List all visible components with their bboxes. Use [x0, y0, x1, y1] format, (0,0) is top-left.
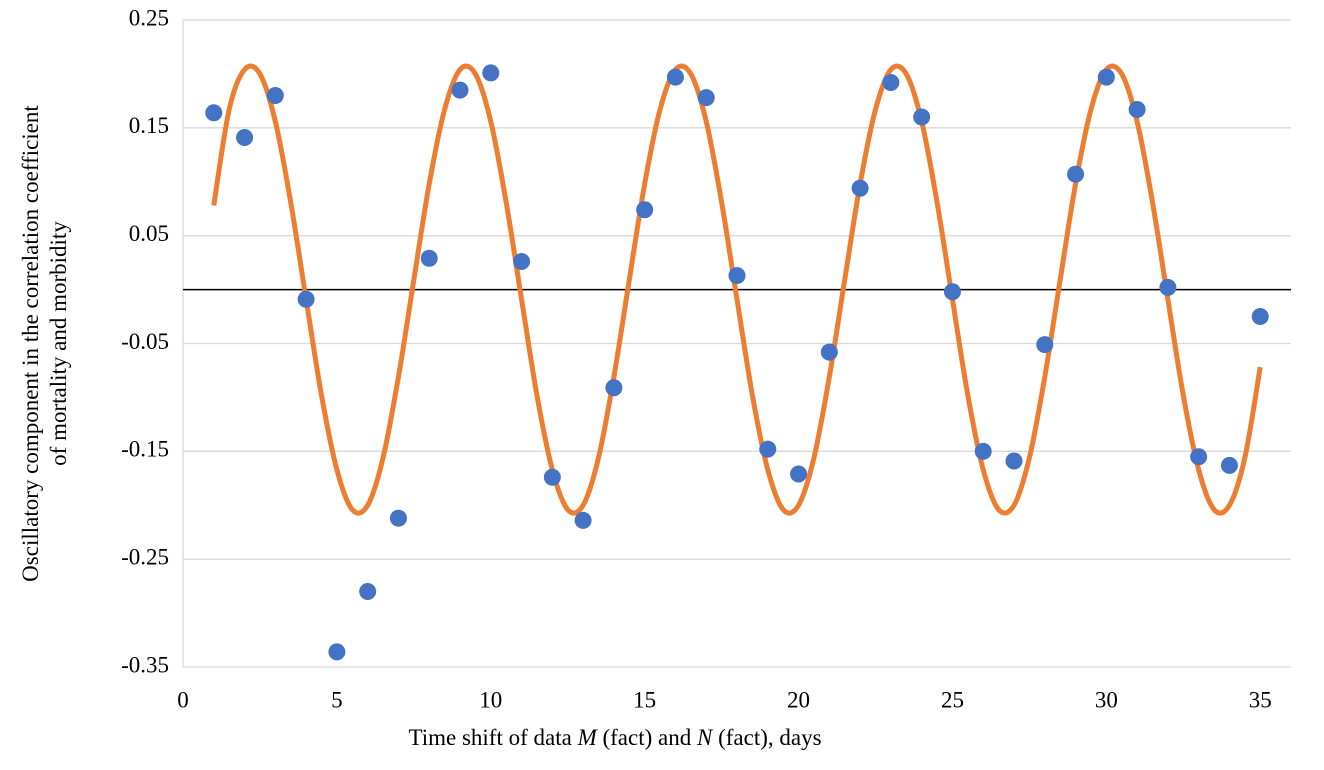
x-axis-label-part: M — [577, 725, 599, 750]
data-point — [1097, 68, 1115, 86]
x-axis-label-part: (fact), days — [712, 725, 821, 750]
data-point — [1251, 308, 1269, 326]
x-tick-label: 5 — [331, 687, 343, 712]
data-point — [266, 86, 284, 104]
x-tick-label: 0 — [177, 687, 189, 712]
data-point — [882, 74, 900, 92]
data-point — [389, 509, 407, 527]
y-tick-label: -0.25 — [121, 544, 169, 569]
data-point — [666, 68, 684, 86]
data-point — [728, 267, 746, 285]
y-tick-label: 0.25 — [129, 5, 169, 30]
data-point — [451, 81, 469, 99]
y-tick-label: -0.35 — [121, 652, 169, 677]
data-point — [205, 104, 223, 122]
x-tick-label: 15 — [633, 687, 656, 712]
data-point — [574, 511, 592, 529]
data-point — [482, 64, 500, 82]
data-point — [297, 290, 315, 308]
y-axis-label: Oscillatory component in the correlation… — [18, 105, 71, 582]
y-tick-label: -0.05 — [121, 329, 169, 354]
data-point — [513, 253, 531, 271]
x-tick-label: 30 — [1095, 687, 1118, 712]
fit-curve — [211, 63, 1263, 516]
data-point — [790, 465, 808, 483]
data-point — [1067, 165, 1085, 183]
data-point — [420, 249, 438, 267]
data-point — [1159, 278, 1177, 296]
data-point — [913, 108, 931, 126]
x-axis-label-part: (fact) and — [597, 725, 697, 750]
data-point — [1005, 452, 1023, 470]
y-tick-label: 0.05 — [129, 221, 169, 246]
x-tick-label: 25 — [941, 687, 964, 712]
data-point — [236, 129, 254, 147]
x-tick-label: 20 — [787, 687, 810, 712]
data-point — [697, 89, 715, 107]
data-point — [820, 343, 838, 361]
data-point — [605, 379, 623, 397]
data-point — [759, 440, 777, 458]
data-point — [1220, 456, 1238, 474]
data-point — [1190, 448, 1208, 466]
data-point — [359, 583, 377, 601]
data-point — [328, 643, 346, 661]
data-point — [974, 442, 992, 460]
y-axis-label-line: Oscillatory component in the correlation… — [18, 105, 43, 582]
data-point — [543, 468, 561, 486]
y-tick-label: -0.15 — [121, 437, 169, 462]
x-tick-label: 10 — [479, 687, 502, 712]
x-axis-label-part: N — [696, 725, 714, 750]
x-axis-label: Time shift of data M (fact) and N (fact)… — [408, 725, 821, 750]
data-point — [1036, 336, 1054, 354]
y-tick-label: 0.15 — [129, 113, 169, 138]
x-tick-label: 35 — [1249, 687, 1272, 712]
data-point — [1128, 101, 1146, 119]
y-axis-label-line: of mortality and morbidity — [46, 221, 71, 466]
data-point — [636, 201, 654, 219]
data-point — [943, 283, 961, 301]
data-point — [851, 179, 869, 197]
x-axis-label-part: Time shift of data — [408, 725, 577, 750]
